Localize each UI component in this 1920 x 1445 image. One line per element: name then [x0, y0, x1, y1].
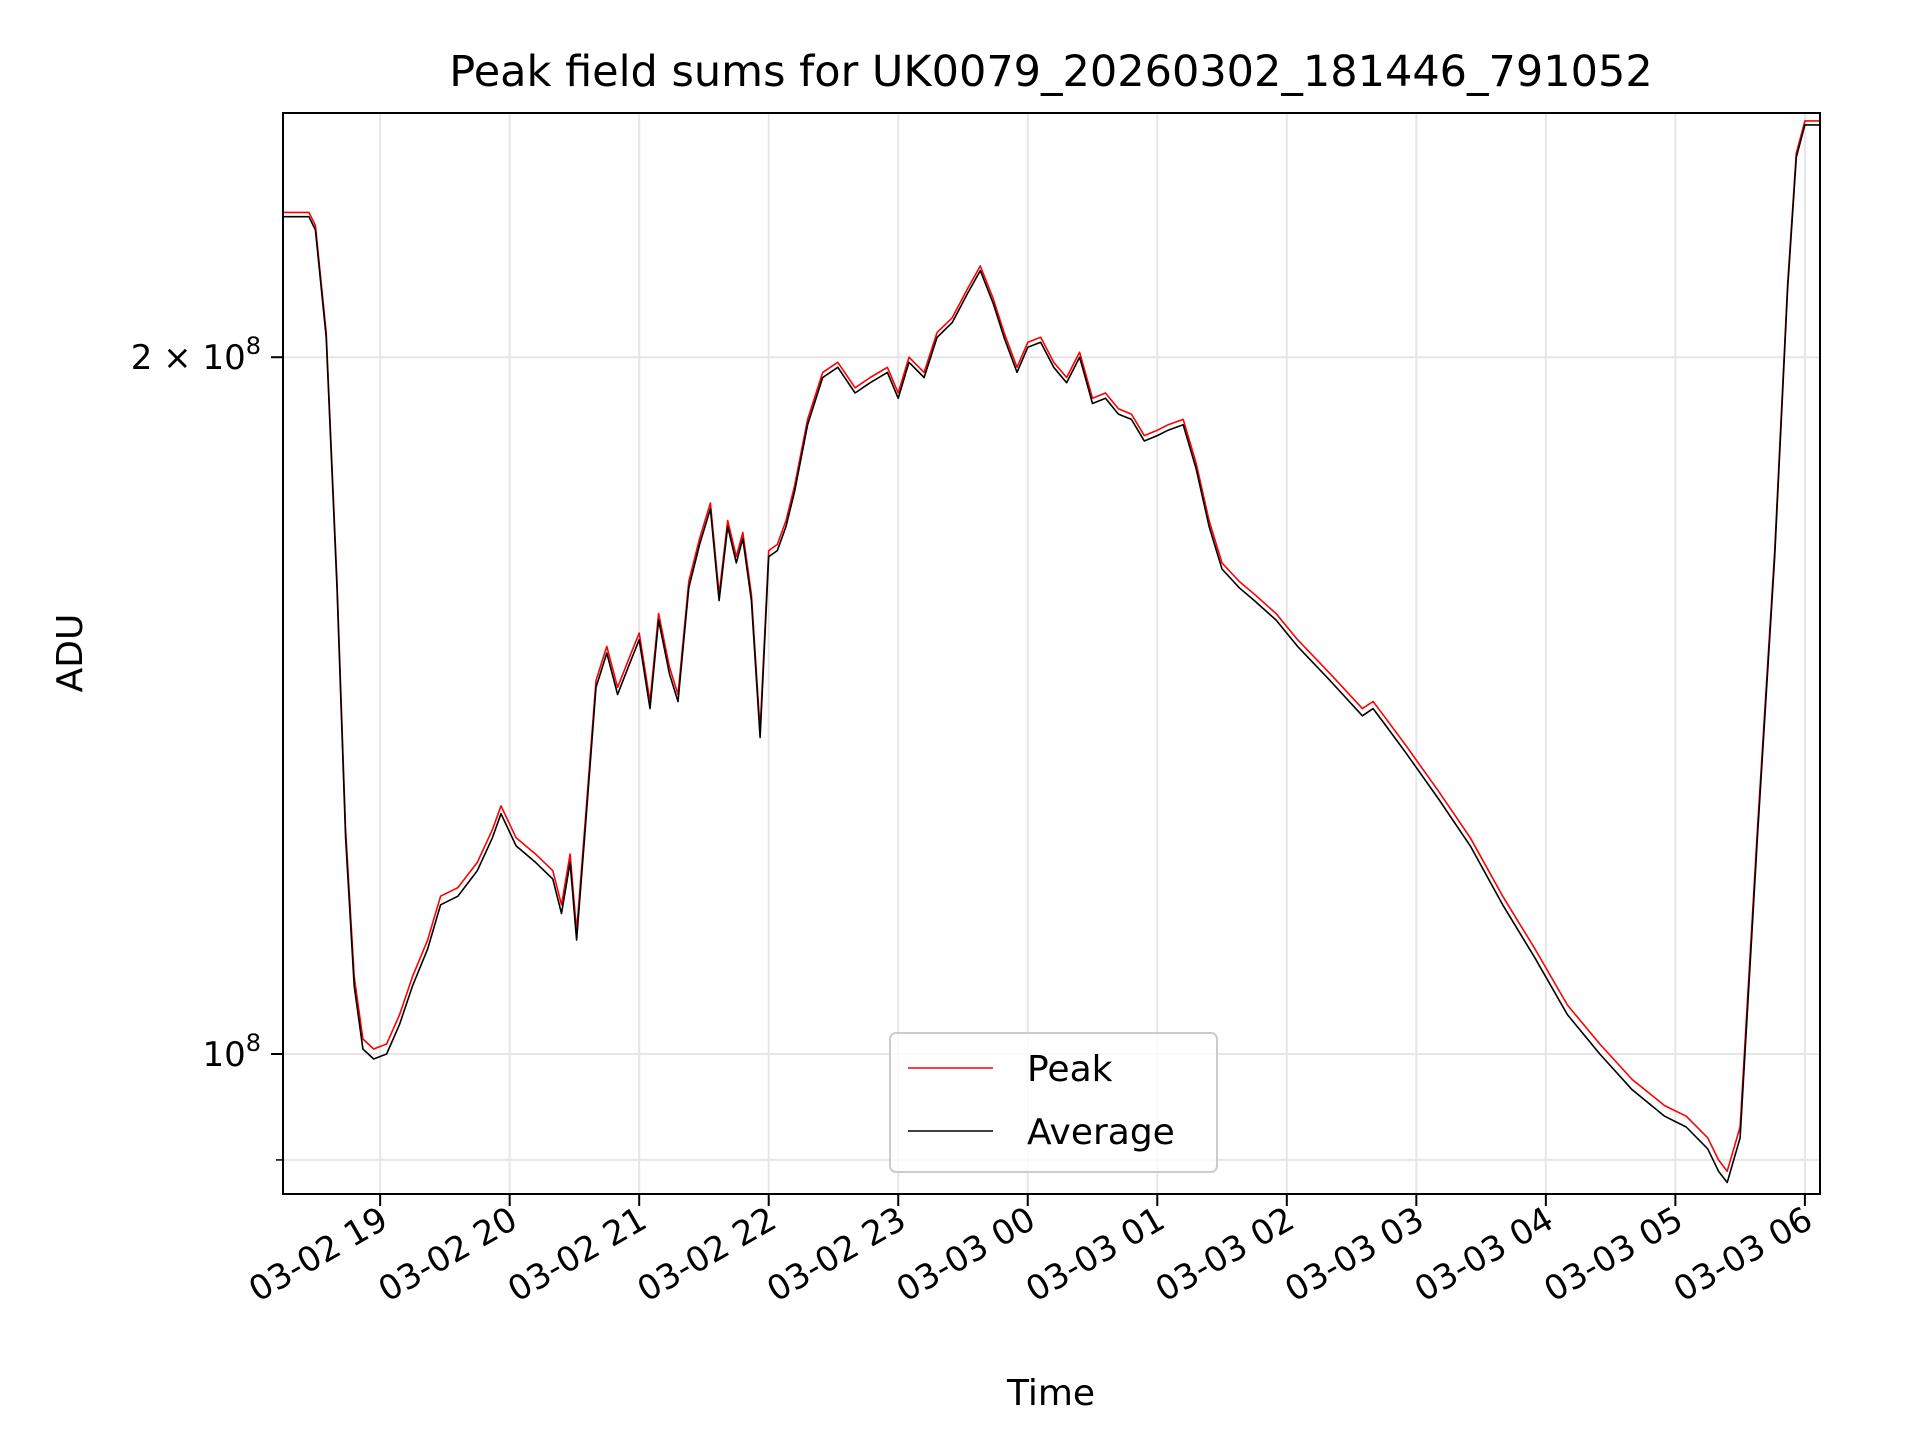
y-tick-label: 2 × 108 [131, 332, 261, 378]
y-tick-label-base: 10 [202, 1035, 245, 1075]
y-tick-label: 108 [202, 1029, 261, 1075]
x-axis-label: Time [1006, 1373, 1095, 1414]
y-tick-label-prefix: 2 × [131, 338, 203, 378]
series-line-peak [282, 120, 1821, 1172]
y-tick-label-base: 10 [202, 338, 245, 378]
series-line-average [282, 124, 1821, 1184]
legend-label-average: Average [1027, 1112, 1175, 1153]
series-layer [282, 120, 1821, 1184]
y-tick-label-exponent: 8 [246, 1029, 261, 1057]
legend-label-peak: Peak [1027, 1049, 1113, 1090]
chart-title: Peak field sums for UK0079_20260302_1814… [449, 47, 1652, 97]
plot-frame [282, 112, 1821, 1195]
y-tick-label-exponent: 8 [246, 332, 261, 360]
y-axis-label: ADU [50, 614, 91, 693]
legend: Peak Average [889, 1032, 1218, 1173]
